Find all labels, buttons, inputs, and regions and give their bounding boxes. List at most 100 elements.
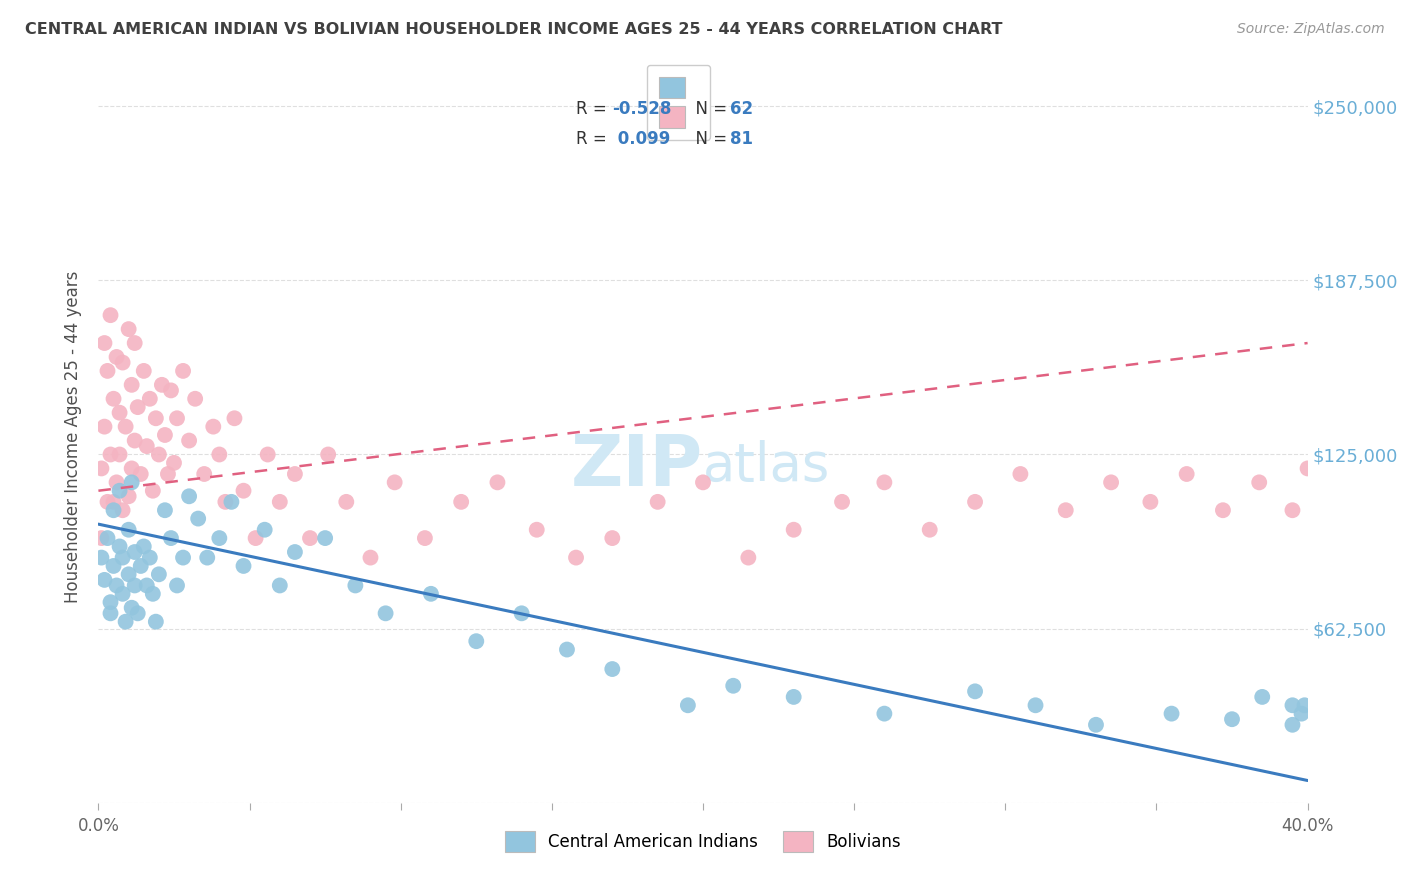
- Point: [284, 467, 307, 481]
- Point: [1085, 718, 1108, 732]
- Point: [111, 550, 134, 565]
- Point: [187, 511, 209, 525]
- Point: [783, 690, 806, 704]
- Point: [124, 545, 146, 559]
- Point: [510, 607, 533, 621]
- Point: [142, 483, 165, 498]
- Point: [132, 540, 155, 554]
- Point: [384, 475, 406, 490]
- Point: [1175, 467, 1198, 481]
- Text: R =: R =: [576, 129, 612, 148]
- Point: [135, 578, 157, 592]
- Point: [172, 550, 194, 565]
- Point: [121, 461, 143, 475]
- Point: [103, 503, 125, 517]
- Point: [1054, 503, 1077, 517]
- Text: N =: N =: [685, 101, 733, 119]
- Point: [121, 377, 143, 392]
- Point: [124, 578, 146, 592]
- Point: [420, 587, 443, 601]
- Point: [100, 448, 122, 462]
- Point: [344, 578, 367, 592]
- Point: [135, 439, 157, 453]
- Point: [1010, 467, 1032, 481]
- Point: [121, 600, 143, 615]
- Text: 0.099: 0.099: [613, 129, 671, 148]
- Point: [1099, 475, 1122, 490]
- Point: [93, 336, 115, 351]
- Point: [873, 475, 896, 490]
- Y-axis label: Householder Income Ages 25 - 44 years: Householder Income Ages 25 - 44 years: [65, 271, 83, 603]
- Point: [108, 448, 131, 462]
- Point: [124, 336, 146, 351]
- Point: [142, 587, 165, 601]
- Text: R =: R =: [576, 101, 612, 119]
- Point: [284, 545, 307, 559]
- Point: [1357, 448, 1379, 462]
- Text: CENTRAL AMERICAN INDIAN VS BOLIVIAN HOUSEHOLDER INCOME AGES 25 - 44 YEARS CORREL: CENTRAL AMERICAN INDIAN VS BOLIVIAN HOUS…: [25, 22, 1002, 37]
- Point: [831, 495, 853, 509]
- Point: [96, 364, 118, 378]
- Point: [1294, 698, 1316, 713]
- Point: [145, 411, 167, 425]
- Point: [647, 495, 669, 509]
- Point: [145, 615, 167, 629]
- Point: [90, 531, 112, 545]
- Point: [783, 523, 806, 537]
- Point: [208, 531, 231, 545]
- Point: [360, 550, 382, 565]
- Text: 81: 81: [730, 129, 752, 148]
- Point: [163, 456, 186, 470]
- Point: [1251, 690, 1274, 704]
- Point: [127, 607, 149, 621]
- Point: [148, 567, 170, 582]
- Point: [118, 567, 141, 582]
- Point: [299, 531, 322, 545]
- Point: [118, 322, 141, 336]
- Point: [96, 495, 118, 509]
- Point: [316, 448, 339, 462]
- Point: [195, 550, 218, 565]
- Point: [1249, 475, 1271, 490]
- Point: [148, 448, 170, 462]
- Text: 62: 62: [730, 101, 752, 119]
- Text: Source: ZipAtlas.com: Source: ZipAtlas.com: [1237, 22, 1385, 37]
- Point: [692, 475, 714, 490]
- Point: [269, 578, 291, 592]
- Point: [965, 684, 987, 698]
- Point: [100, 607, 122, 621]
- Point: [1296, 461, 1319, 475]
- Point: [108, 483, 131, 498]
- Point: [96, 531, 118, 545]
- Point: [160, 384, 183, 398]
- Point: [108, 540, 131, 554]
- Point: [1160, 706, 1182, 721]
- Point: [90, 461, 112, 475]
- Point: [335, 495, 357, 509]
- Point: [111, 587, 134, 601]
- Point: [486, 475, 509, 490]
- Point: [918, 523, 941, 537]
- Point: [160, 531, 183, 545]
- Point: [1281, 503, 1303, 517]
- Point: [153, 428, 176, 442]
- Point: [1281, 698, 1303, 713]
- Point: [105, 350, 128, 364]
- Point: [723, 679, 745, 693]
- Point: [602, 531, 624, 545]
- Point: [132, 364, 155, 378]
- Point: [202, 419, 225, 434]
- Point: [93, 573, 115, 587]
- Point: [139, 550, 162, 565]
- Point: [450, 495, 472, 509]
- Point: [221, 495, 243, 509]
- Point: [214, 495, 236, 509]
- Point: [129, 558, 152, 573]
- Point: [602, 662, 624, 676]
- Point: [103, 392, 125, 406]
- Point: [555, 642, 578, 657]
- Point: [193, 467, 215, 481]
- Point: [121, 475, 143, 490]
- Point: [105, 475, 128, 490]
- Point: [413, 531, 436, 545]
